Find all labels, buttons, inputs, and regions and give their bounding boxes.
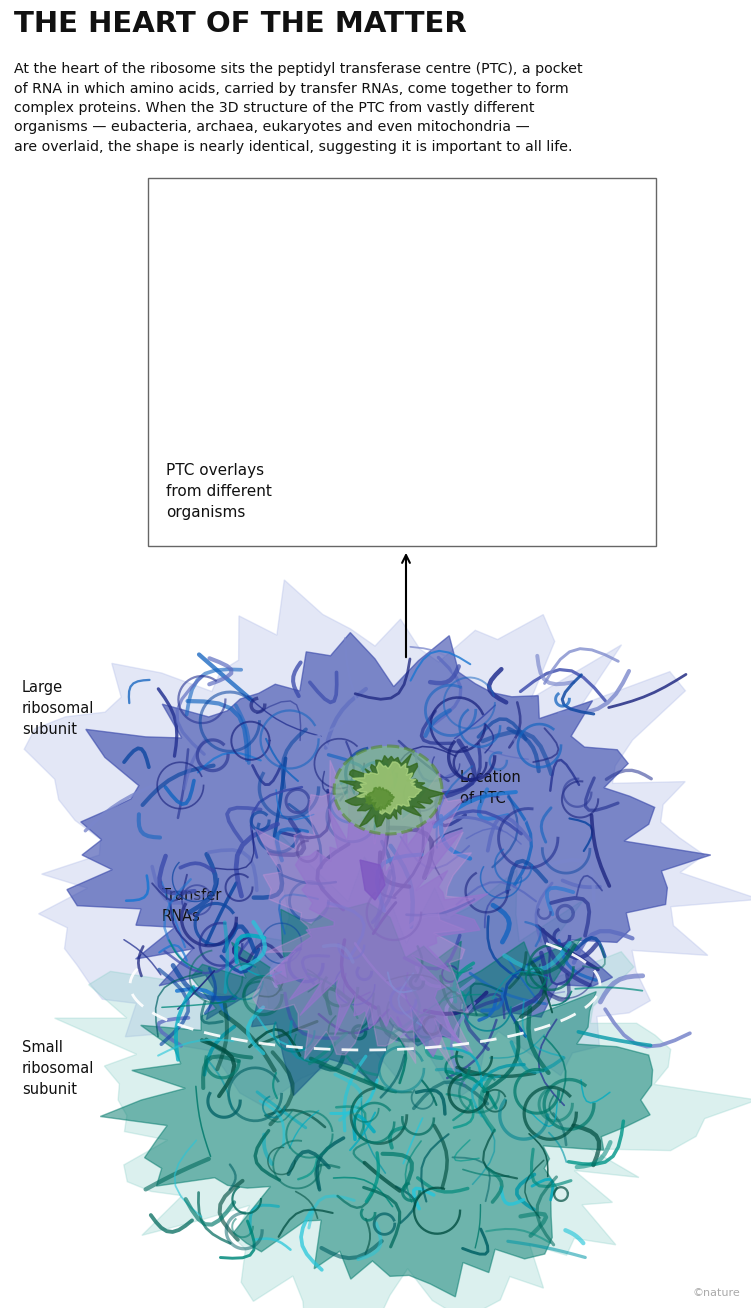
- Text: Small
ribosomal
subunit: Small ribosomal subunit: [22, 1040, 95, 1097]
- Ellipse shape: [334, 746, 442, 835]
- Text: Transfer
RNAs: Transfer RNAs: [162, 888, 222, 923]
- Text: are overlaid, the shape is nearly identical, suggesting it is important to all l: are overlaid, the shape is nearly identi…: [14, 140, 572, 154]
- Polygon shape: [365, 787, 394, 811]
- Text: organisms — eubacteria, archaea, eukaryotes and even mitochondria —: organisms — eubacteria, archaea, eukaryo…: [14, 120, 529, 135]
- Text: ©nature: ©nature: [692, 1288, 740, 1298]
- Polygon shape: [101, 903, 653, 1296]
- Polygon shape: [55, 825, 751, 1308]
- Polygon shape: [273, 782, 488, 1057]
- Text: of RNA in which amino acids, carried by transfer RNAs, come together to form: of RNA in which amino acids, carried by …: [14, 81, 569, 95]
- Polygon shape: [252, 760, 473, 1073]
- Text: Location
of PTC: Location of PTC: [460, 770, 522, 806]
- Polygon shape: [352, 763, 422, 814]
- Text: Large
ribosomal
subunit: Large ribosomal subunit: [22, 680, 95, 736]
- Text: THE HEART OF THE MATTER: THE HEART OF THE MATTER: [14, 10, 467, 38]
- Text: PTC overlays
from different
organisms: PTC overlays from different organisms: [166, 463, 272, 521]
- Polygon shape: [339, 753, 444, 827]
- Polygon shape: [360, 859, 385, 900]
- Bar: [148, 178, 656, 545]
- Polygon shape: [24, 579, 751, 1107]
- Text: At the heart of the ribosome sits the peptidyl transferase centre (PTC), a pocke: At the heart of the ribosome sits the pe…: [14, 61, 583, 76]
- Polygon shape: [67, 633, 710, 1095]
- Text: complex proteins. When the 3D structure of the PTC from vastly different: complex proteins. When the 3D structure …: [14, 101, 535, 115]
